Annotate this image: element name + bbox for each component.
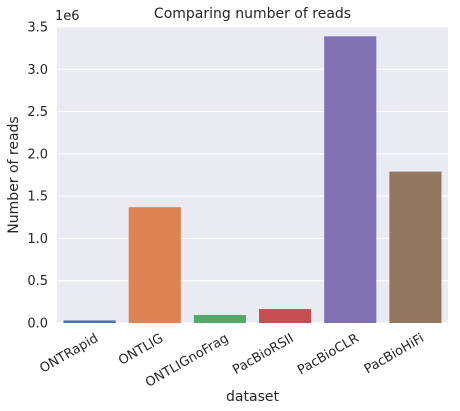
bar-ontrapid xyxy=(63,320,116,323)
bars xyxy=(63,36,442,323)
chart-title: Comparing number of reads xyxy=(154,6,351,22)
y-tick-label: 1.5 xyxy=(27,190,48,205)
bar-pacbioclr xyxy=(324,36,377,323)
x-tick-labels: ONTRapid ONTLIGONTLIGnoFragPacBioRSIIPacB… xyxy=(37,331,426,391)
x-axis-label: dataset xyxy=(226,389,279,405)
bar-ontlignofrag xyxy=(193,314,246,323)
y-gridlines xyxy=(57,26,448,324)
plot-area xyxy=(57,27,448,323)
bar-pacbiorsii xyxy=(259,309,312,323)
y-axis-label: Number of reads xyxy=(6,116,22,233)
bar-pacbiohifi xyxy=(389,171,442,323)
y-tick-label: 0.5 xyxy=(27,274,48,289)
x-tick-label: PacBioHiFi xyxy=(362,331,427,377)
x-tick-label: PacBioRSII xyxy=(230,331,296,378)
y-tick-label: 3.5 xyxy=(27,21,48,36)
y-scale-offset-label: 1e6 xyxy=(55,9,80,24)
y-tick-label: 2.5 xyxy=(27,105,48,120)
y-tick-label: 1.0 xyxy=(27,232,48,247)
y-tick-label: 2.0 xyxy=(27,147,48,162)
x-tick-label: PacBioCLR xyxy=(295,331,362,378)
y-tick-label: 0.0 xyxy=(27,317,48,332)
x-tick-label: ONTRapid xyxy=(37,331,101,376)
x-tick-label: ONTLIG xyxy=(116,331,166,369)
y-tick-labels: 0.0 0.5 1.0 1.5 2.0 2.5 3.0 3.5 xyxy=(27,21,48,332)
y-tick-label: 3.0 xyxy=(27,63,48,78)
bar-ontlig xyxy=(128,207,181,323)
